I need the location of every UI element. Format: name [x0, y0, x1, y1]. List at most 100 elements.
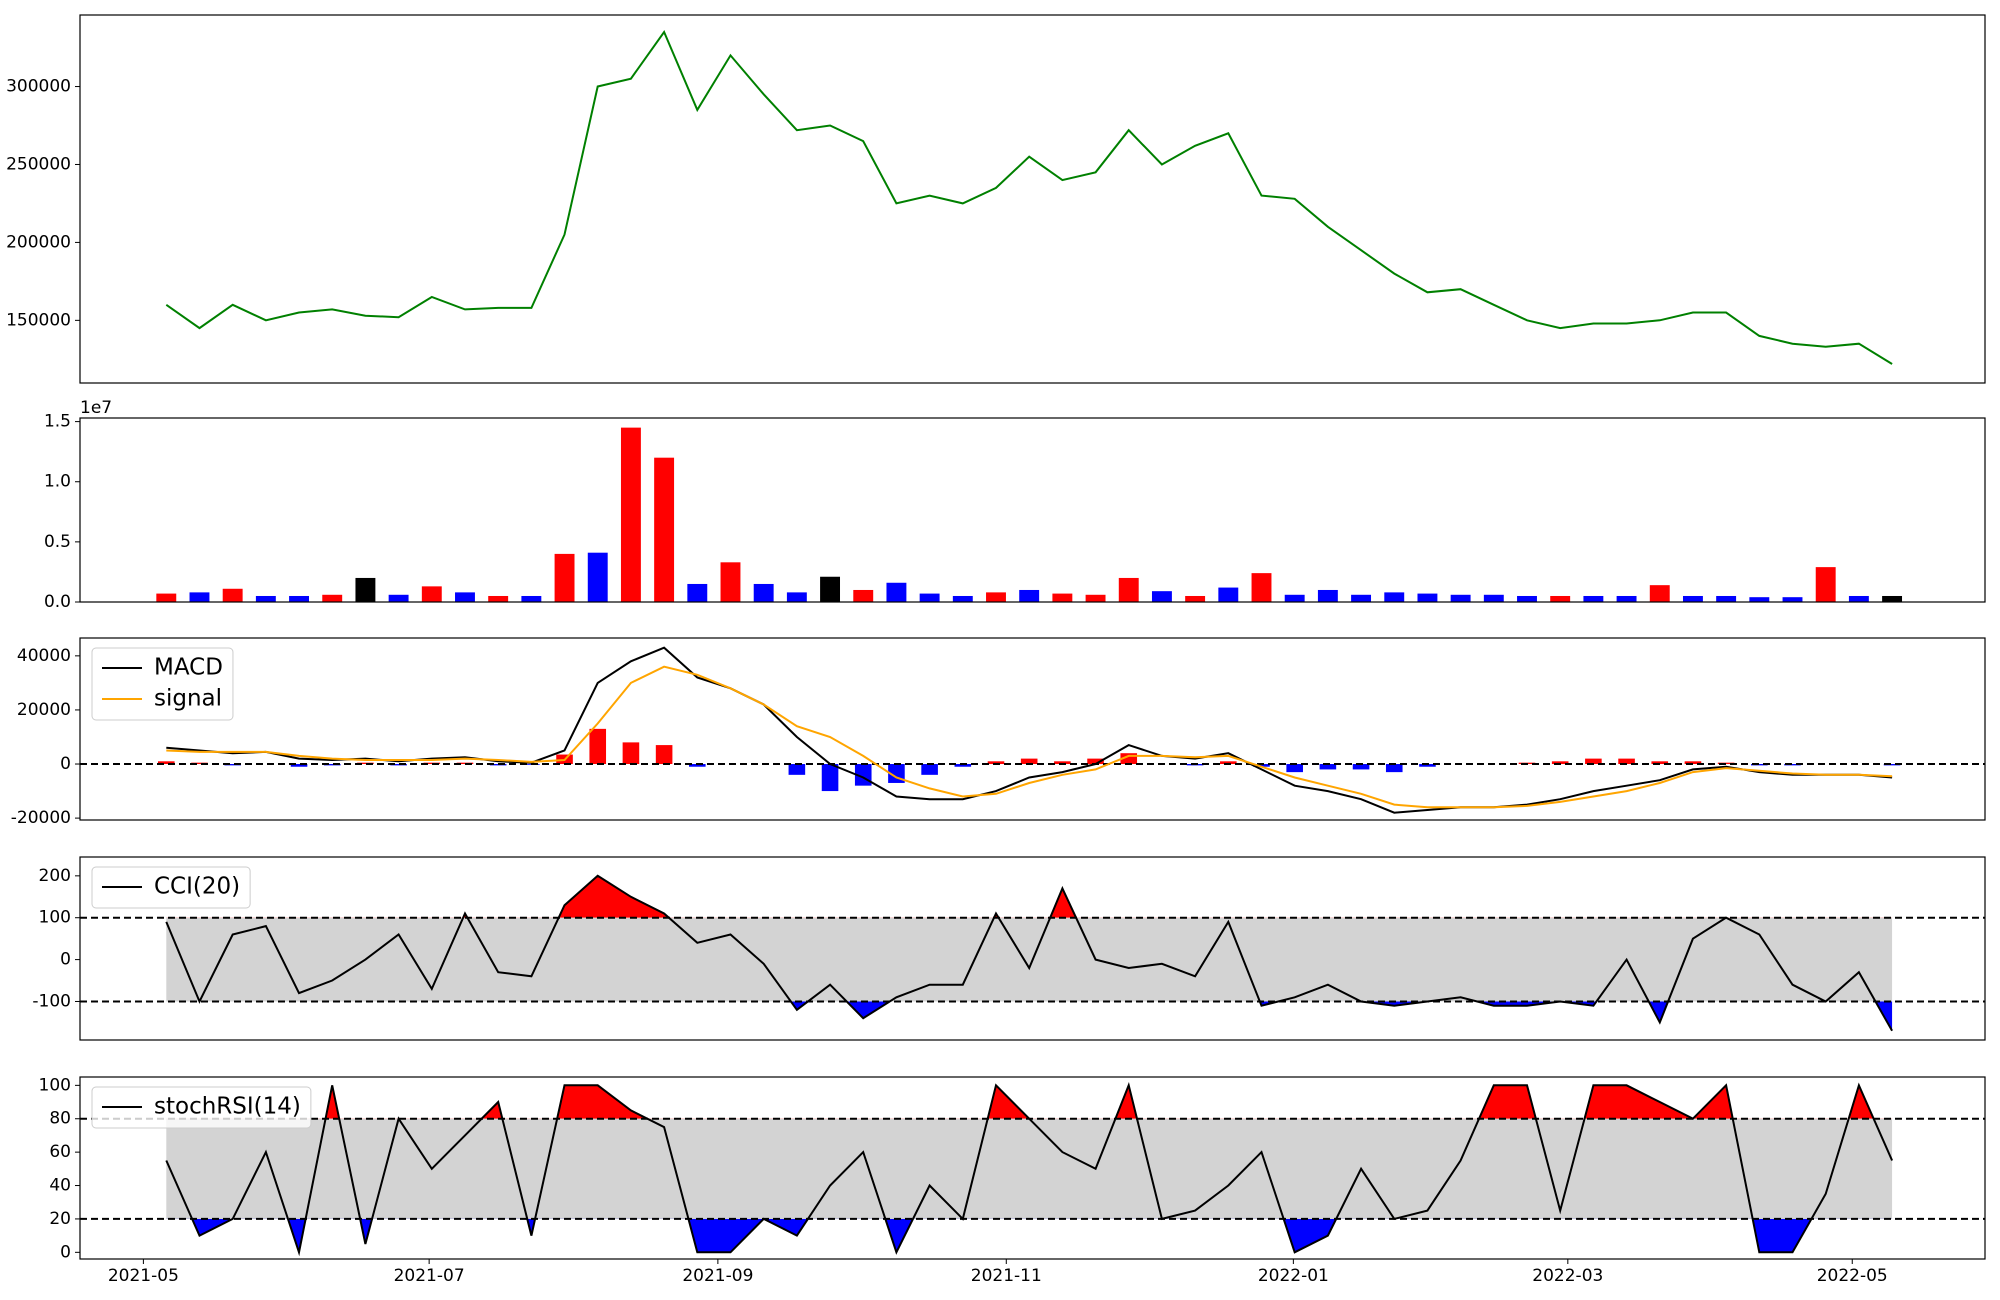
plot-frame: [79, 856, 1986, 1041]
x-tick-label: 2022-05: [1817, 1266, 1888, 1286]
volume-bar: [720, 562, 741, 602]
histogram-bar: [1054, 761, 1071, 765]
volume-bar: [322, 594, 343, 602]
volume-bar: [853, 589, 874, 602]
histogram-bar: [1087, 758, 1104, 765]
volume-bar: [1583, 595, 1604, 602]
histogram-bar: [1253, 764, 1270, 767]
series-line: [166, 646, 1893, 814]
legend-label: signal: [154, 686, 222, 712]
y-tick-label: 100: [39, 1075, 71, 1095]
y-tick-label: 0: [60, 950, 71, 970]
volume-bar: [455, 592, 475, 602]
histogram-bar: [1784, 764, 1801, 766]
y-tick-label: 0: [60, 1242, 71, 1262]
volume-bar: [986, 592, 1006, 602]
volume-bar: [289, 595, 309, 602]
volume-bar: [587, 552, 608, 602]
y-tick-label: 150000: [6, 310, 71, 330]
histogram-bar: [1385, 764, 1403, 773]
y-tick-label: 250000: [6, 154, 71, 174]
volume-bar: [1317, 589, 1338, 602]
series-line: [166, 665, 1893, 809]
volume-bar: [1716, 595, 1737, 602]
y-tick-label: 40000: [17, 646, 71, 666]
x-tick-label: 2022-01: [1258, 1266, 1329, 1286]
histogram-bar: [954, 764, 972, 767]
histogram-bar: [456, 762, 474, 765]
volume-bar: [1151, 591, 1172, 602]
histogram-bar: [323, 764, 341, 766]
y-tick-label: -20000: [11, 808, 71, 828]
volume-bar: [753, 583, 774, 602]
plot-frame: [79, 1076, 1986, 1260]
volume-bar: [1450, 594, 1471, 602]
plot-frame: [79, 417, 1986, 603]
histogram-bar: [290, 764, 308, 767]
volume-bar: [488, 595, 509, 602]
volume-bar: [1882, 595, 1903, 602]
legend: MACD signal: [91, 647, 234, 721]
volume-bar: [521, 595, 542, 602]
volume-bar: [388, 594, 409, 602]
volume-bar: [1085, 594, 1106, 602]
y-tick-label: 60: [49, 1142, 71, 1162]
volume-bar: [786, 592, 807, 602]
neutral-band: [166, 1118, 1893, 1219]
histogram-bar: [655, 745, 673, 765]
x-tick-label: 2022-03: [1532, 1266, 1603, 1286]
histogram-bar: [1585, 758, 1602, 765]
plot-frame: [79, 14, 1986, 384]
volume-bar: [554, 553, 575, 602]
series-line: [165, 874, 1893, 1032]
legend-label: CCI(20): [154, 874, 240, 900]
neutral-band: [166, 917, 1893, 1002]
plot-frame: [79, 637, 1986, 821]
volume-bar: [1052, 593, 1073, 602]
histogram-bar: [1220, 761, 1237, 765]
histogram-bar: [1751, 764, 1768, 766]
volume-bar: [222, 588, 243, 602]
volume-bar: [1351, 594, 1372, 602]
volume-bar: [1848, 595, 1869, 602]
volume-bar: [1616, 595, 1637, 602]
y-tick-label: 300000: [6, 77, 71, 97]
histogram-bar: [1684, 761, 1702, 765]
volume-bar: [1251, 573, 1272, 602]
volume-bar: [620, 427, 641, 602]
volume-bar: [1218, 587, 1239, 602]
histogram-bar: [589, 728, 607, 765]
volume-bar: [189, 592, 210, 602]
y-tick-label: 1.5: [44, 412, 71, 432]
volume-bar: [1185, 595, 1206, 602]
histogram-bar: [1618, 758, 1635, 765]
histogram-bar: [157, 761, 175, 765]
legend-label: stochRSI(14): [154, 1094, 301, 1120]
y-tick-label: 0.0: [44, 592, 71, 612]
histogram-bar: [1883, 764, 1901, 766]
y-tick-label: 1.0: [44, 472, 71, 492]
volume-bar: [355, 577, 376, 602]
y-tick-label: 100: [39, 908, 71, 928]
volume-bar: [1483, 594, 1504, 602]
histogram-bar: [1419, 764, 1436, 767]
volume-bar: [1815, 567, 1836, 602]
histogram-bar: [423, 762, 441, 765]
histogram-bar: [1286, 764, 1303, 773]
histogram-bar: [921, 764, 938, 775]
series-line: [165, 29, 1893, 365]
histogram-bar: [1651, 761, 1669, 765]
histogram-bar: [1120, 753, 1138, 765]
histogram-bar: [1319, 764, 1337, 770]
axis-offset-label: 1e7: [80, 398, 112, 418]
histogram-bar: [788, 764, 806, 775]
volume-bar: [1749, 597, 1770, 602]
legend-box: [91, 1086, 312, 1129]
volume-bar: [654, 457, 675, 602]
y-tick-label: 200000: [6, 232, 71, 252]
x-tick-label: 2021-09: [682, 1266, 753, 1286]
histogram-bar: [987, 761, 1005, 765]
volume-bar: [820, 576, 841, 602]
histogram-bar: [821, 764, 839, 792]
